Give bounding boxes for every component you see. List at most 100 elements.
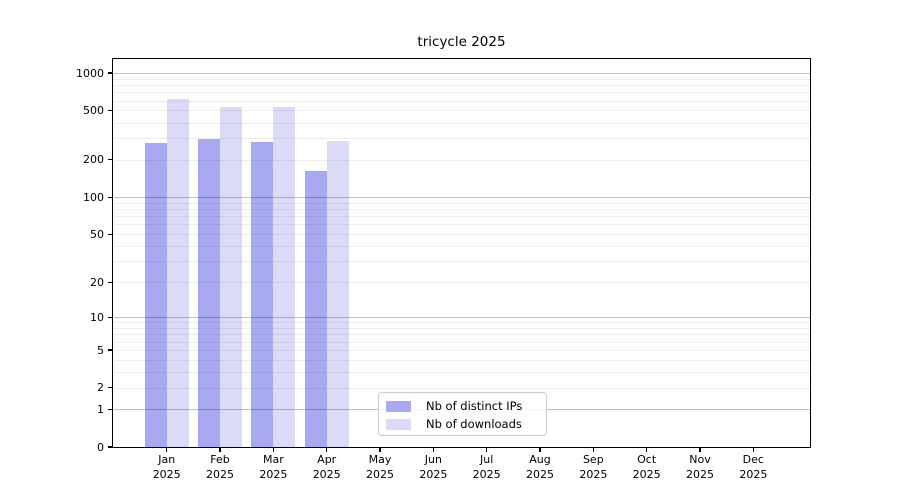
x-label-year: 2025 [206, 468, 235, 481]
x-axis-month-label: Jan 2025 [139, 452, 195, 482]
y-tick-mark [108, 446, 113, 448]
bar-nb-of-downloads-feb [220, 107, 243, 447]
y-axis-tick-label: 100 [83, 190, 104, 204]
gridline-minor [113, 224, 810, 226]
gridline-minor [113, 138, 810, 140]
x-label-month: Nov [689, 453, 711, 466]
gridline-minor [113, 387, 810, 389]
gridline-minor [113, 122, 810, 124]
y-axis-tick-label: 500 [83, 103, 104, 117]
x-axis-month-label: Nov 2025 [672, 452, 728, 482]
gridline-minor [113, 359, 810, 361]
gridline-major [113, 73, 810, 74]
gridline-minor [113, 209, 810, 211]
gridline-minor [113, 261, 810, 263]
bar-nb-of-downloads-apr [326, 140, 349, 447]
y-tick-mark [108, 109, 113, 112]
x-tick-mark [646, 447, 648, 452]
x-label-year: 2025 [686, 468, 714, 481]
x-tick-mark [432, 447, 434, 452]
y-tick-mark [108, 386, 113, 389]
bar-nb-of-distinct-ips-mar [251, 141, 274, 447]
x-label-month: Jul [480, 453, 494, 466]
x-label-year: 2025 [579, 468, 608, 481]
legend-label-distinct-ips: Nb of distinct IPs [426, 399, 523, 413]
gridline-minor [113, 322, 810, 324]
gridline-major [113, 317, 810, 319]
chart-title: tricycle 2025 [417, 34, 506, 50]
x-axis-month-label: May 2025 [352, 452, 408, 482]
gridline-minor [113, 328, 810, 330]
y-tick-mark [108, 196, 113, 198]
x-axis-month-label: Oct 2025 [619, 452, 675, 482]
y-axis-tick-label: 10 [90, 310, 104, 324]
y-axis-tick-label: 2 [97, 381, 104, 395]
legend-item-downloads: Nb of downloads [386, 416, 539, 432]
bar-nb-of-distinct-ips-jan [144, 142, 167, 447]
x-tick-mark [379, 447, 381, 452]
bar-nb-of-downloads-jan [166, 99, 189, 447]
x-label-month: Dec [742, 453, 764, 466]
x-label-month: Feb [210, 453, 230, 466]
gridline-minor [113, 341, 810, 343]
x-axis-month-label: Dec 2025 [725, 452, 781, 482]
gridline-minor [113, 216, 810, 218]
x-tick-mark [752, 447, 754, 452]
x-tick-mark [272, 447, 274, 452]
gridline-minor [113, 100, 810, 102]
bar-nb-of-downloads-mar [273, 106, 296, 447]
x-tick-mark [166, 447, 168, 452]
x-axis-month-label: Aug 2025 [512, 452, 568, 482]
x-axis-month-label: Jul 2025 [459, 452, 515, 482]
x-tick-mark [539, 447, 541, 452]
y-tick-mark [108, 233, 113, 235]
legend: Nb of distinct IPs Nb of downloads [378, 392, 547, 436]
x-axis-month-label: Sep 2025 [565, 452, 621, 482]
y-tick-mark [108, 316, 113, 318]
x-axis-month-label: Mar 2025 [245, 452, 301, 482]
x-tick-mark [699, 447, 701, 452]
y-axis-tick-label: 1000 [76, 66, 104, 80]
y-tick-mark [108, 159, 113, 161]
y-tick-mark [108, 408, 113, 411]
gridline-minor [113, 371, 810, 373]
x-label-year: 2025 [419, 468, 448, 481]
y-tick-mark [108, 281, 113, 283]
gridline-minor [113, 245, 810, 247]
y-tick-mark [108, 349, 113, 351]
x-label-year: 2025 [259, 468, 288, 481]
x-axis-month-label: Jun 2025 [405, 452, 461, 482]
legend-swatch-distinct-ips [386, 400, 411, 412]
gridline-minor [113, 202, 810, 204]
gridline-minor [113, 350, 810, 351]
x-label-year: 2025 [472, 468, 501, 481]
y-axis-tick-label: 50 [90, 227, 104, 241]
x-label-year: 2025 [366, 468, 395, 481]
gridline-minor [113, 92, 810, 94]
x-axis-month-label: Feb 2025 [192, 452, 248, 482]
legend-label-downloads: Nb of downloads [426, 417, 522, 431]
x-label-month: May [368, 453, 392, 466]
y-axis-tick-label: 5 [97, 343, 104, 357]
x-tick-mark [486, 447, 488, 452]
x-label-year: 2025 [312, 468, 341, 481]
x-label-month: Sep [582, 453, 604, 466]
y-axis-tick-label: 0 [97, 440, 104, 454]
x-label-month: Mar [262, 453, 284, 466]
x-label-year: 2025 [152, 468, 181, 481]
bar-nb-of-distinct-ips-apr [304, 170, 327, 447]
x-tick-mark [326, 447, 328, 452]
x-label-year: 2025 [739, 468, 768, 481]
x-tick-mark [219, 447, 221, 452]
gridline-minor [113, 78, 810, 80]
bar-nb-of-distinct-ips-feb [198, 138, 221, 447]
x-axis-month-label: Apr 2025 [299, 452, 355, 482]
gridline-minor [113, 234, 810, 236]
y-axis-tick-label: 200 [83, 153, 104, 167]
gridline-minor [113, 159, 810, 161]
gridline-minor [113, 282, 810, 284]
legend-swatch-downloads [386, 418, 411, 430]
x-label-month: Oct [637, 453, 657, 466]
legend-item-distinct-ips: Nb of distinct IPs [386, 398, 539, 414]
